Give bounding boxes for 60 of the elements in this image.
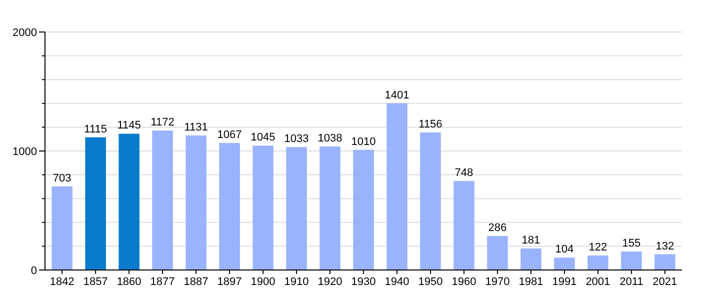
- x-tick-label: 1920: [318, 276, 342, 288]
- y-tick-label: 0: [30, 265, 37, 277]
- data-label: 155: [622, 238, 641, 250]
- bar: [621, 252, 642, 270]
- x-tick-label: 1991: [552, 276, 577, 288]
- data-label: 1010: [351, 136, 376, 148]
- y-tick-label: 2000: [12, 27, 37, 39]
- x-tick-label: 1900: [250, 276, 276, 288]
- data-label: 1115: [84, 123, 107, 136]
- bar: [286, 147, 307, 270]
- bar: [454, 180, 474, 270]
- x-tick-label: 1842: [50, 276, 74, 288]
- data-label: 1067: [217, 129, 242, 142]
- bar: [487, 236, 508, 270]
- data-label: 703: [52, 172, 72, 184]
- data-label: 1033: [284, 133, 309, 146]
- bar: [52, 186, 72, 270]
- bar: [85, 137, 106, 270]
- data-label: 1172: [150, 116, 174, 129]
- bar: [386, 103, 408, 270]
- bar: [420, 132, 441, 270]
- bar: [118, 134, 140, 270]
- data-label: 1045: [250, 132, 276, 144]
- data-label: 748: [454, 166, 474, 179]
- bar: [252, 146, 274, 270]
- data-label: 1401: [384, 89, 410, 102]
- data-label: 132: [656, 240, 674, 252]
- x-tick-label: 2001: [586, 276, 610, 288]
- bar: [152, 130, 173, 270]
- bar: [320, 146, 340, 270]
- bar: [520, 248, 542, 270]
- x-tick-label: 1857: [83, 276, 108, 288]
- bar: [219, 143, 240, 270]
- bar: [186, 135, 206, 270]
- x-tick-label: 1981: [518, 276, 544, 288]
- data-label: 122: [588, 241, 608, 254]
- data-label: 1145: [117, 120, 141, 132]
- data-label: 1156: [418, 118, 442, 130]
- data-label: 181: [522, 234, 540, 246]
- bar: [353, 150, 374, 270]
- x-tick-label: 1910: [284, 276, 309, 288]
- x-tick-label: 1930: [351, 276, 376, 288]
- data-label: 1038: [318, 132, 342, 144]
- x-tick-label: 1950: [418, 276, 443, 288]
- x-tick-label: 1960: [452, 276, 476, 288]
- bar: [554, 258, 575, 270]
- x-tick-label: 1887: [184, 276, 208, 288]
- x-tick-label: 1940: [384, 276, 410, 288]
- bar: [654, 254, 676, 270]
- x-tick-label: 1897: [217, 276, 242, 288]
- x-tick-label: 1877: [150, 276, 175, 288]
- x-tick-label: 2021: [652, 276, 678, 288]
- x-tick-label: 1970: [485, 276, 510, 288]
- data-label: 104: [555, 244, 574, 256]
- x-tick-label: 1860: [116, 276, 142, 288]
- bar: [588, 255, 608, 270]
- data-label: 1131: [184, 121, 208, 134]
- x-tick-label: 2011: [620, 276, 644, 288]
- y-tick-label: 1000: [12, 146, 37, 158]
- data-label: 286: [488, 222, 507, 234]
